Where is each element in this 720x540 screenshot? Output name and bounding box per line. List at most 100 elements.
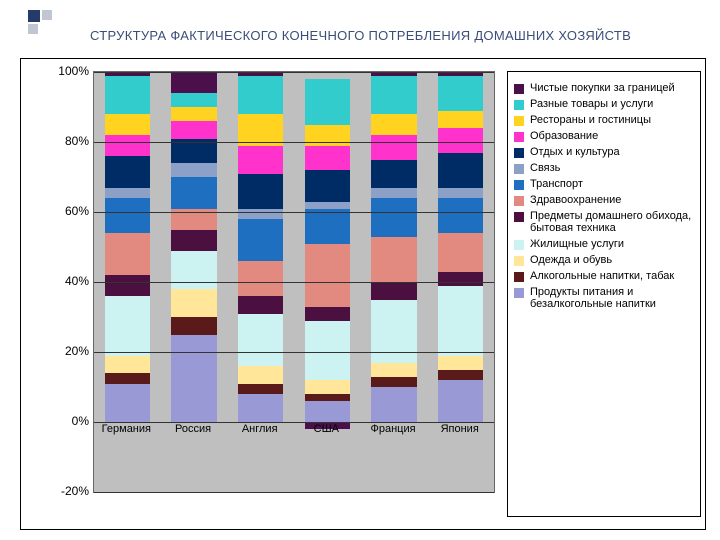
legend-item: Образование [514, 130, 694, 142]
bar-segment [238, 219, 283, 261]
legend-label: Предметы домашнего обихода, бытовая техн… [530, 210, 694, 234]
legend-label: Алкогольные напитки, табак [530, 270, 674, 282]
bar-segment [371, 282, 416, 300]
bar-segment [171, 317, 216, 335]
bar-segment [105, 296, 150, 356]
chart-container: ГерманияРоссияАнглияСШАФранцияЯпония Чис… [20, 58, 706, 530]
y-tick-label: 60% [41, 204, 89, 218]
bar-segment [238, 114, 283, 146]
bar-segment [438, 198, 483, 233]
legend-label: Отдых и культура [530, 146, 620, 158]
category-label: Франция [360, 423, 427, 435]
legend-label: Здравоохранение [530, 194, 621, 206]
bar-segment [305, 202, 350, 209]
category-label: Германия [93, 423, 160, 435]
legend-item: Отдых и культура [514, 146, 694, 158]
bar-segment [305, 170, 350, 202]
grid-line [94, 142, 494, 143]
category-labels: ГерманияРоссияАнглияСШАФранцияЯпония [93, 423, 493, 435]
bar-segment [305, 394, 350, 401]
legend-swatch [514, 132, 524, 142]
bar-segment [238, 174, 283, 209]
bar-segment [171, 289, 216, 317]
category-label: Англия [226, 423, 293, 435]
legend-swatch [514, 256, 524, 266]
bar-segment [238, 261, 283, 296]
bar-segment [171, 230, 216, 251]
y-tick-label: -20% [41, 484, 89, 498]
bar-segment [238, 146, 283, 174]
bar-segment [105, 233, 150, 275]
bar-segment [105, 114, 150, 135]
bar-segment [238, 366, 283, 384]
bar-segment [305, 244, 350, 307]
legend-item: Продукты питания и безалкогольные напитк… [514, 286, 694, 310]
slide: СТРУКТУРА ФАКТИЧЕСКОГО КОНЕЧНОГО ПОТРЕБЛ… [0, 0, 720, 540]
grid-line [94, 212, 494, 213]
category-label: США [293, 423, 360, 435]
legend-label: Одежда и обувь [530, 254, 612, 266]
bar-segment [238, 76, 283, 115]
legend-label: Образование [530, 130, 598, 142]
legend-swatch [514, 180, 524, 190]
legend-label: Рестораны и гостиницы [530, 114, 651, 126]
bar-segment [105, 356, 150, 374]
bar-segment [438, 286, 483, 356]
legend-item: Связь [514, 162, 694, 174]
bar-segment [438, 128, 483, 153]
grid-line [94, 282, 494, 283]
bar-segment [438, 272, 483, 286]
bar-segment [238, 209, 283, 220]
legend-swatch [514, 272, 524, 282]
bar-segment [171, 177, 216, 209]
bar-segment [238, 394, 283, 422]
bar-segment [438, 111, 483, 129]
legend-label: Разные товары и услуги [530, 98, 653, 110]
y-tick-label: 0% [41, 414, 89, 428]
bar-segment [171, 335, 216, 423]
y-tick-label: 40% [41, 274, 89, 288]
bar-segment [105, 188, 150, 199]
bar-segment [371, 377, 416, 388]
legend-swatch [514, 84, 524, 94]
bar-segment [305, 380, 350, 394]
legend-swatch [514, 164, 524, 174]
bar-segment [171, 121, 216, 139]
legend-item: Здравоохранение [514, 194, 694, 206]
bar-segment [238, 296, 283, 314]
slide-title: СТРУКТУРА ФАКТИЧЕСКОГО КОНЕЧНОГО ПОТРЕБЛ… [90, 28, 700, 43]
bar-segment [171, 163, 216, 177]
accent-squares [28, 10, 52, 34]
legend-label: Связь [530, 162, 560, 174]
legend-swatch [514, 196, 524, 206]
bar-segment [171, 251, 216, 290]
legend-item: Чистые покупки за границей [514, 82, 694, 94]
bar-segment [305, 146, 350, 171]
grid-line [94, 492, 494, 493]
legend-label: Продукты питания и безалкогольные напитк… [530, 286, 694, 310]
bar-segment [171, 107, 216, 121]
legend-item: Одежда и обувь [514, 254, 694, 266]
legend-swatch [514, 212, 524, 222]
legend-label: Транспорт [530, 178, 583, 190]
legend-swatch [514, 116, 524, 126]
legend-label: Жилищные услуги [530, 238, 624, 250]
y-tick-label: 80% [41, 134, 89, 148]
legend-swatch [514, 240, 524, 250]
bar-segment [305, 209, 350, 244]
legend-item: Предметы домашнего обихода, бытовая техн… [514, 210, 694, 234]
bar-segment [105, 373, 150, 384]
grid-line [94, 72, 494, 73]
legend-swatch [514, 148, 524, 158]
bar-segment [371, 237, 416, 283]
bar-segment [438, 380, 483, 422]
bar-segment [438, 370, 483, 381]
bar-segment [305, 321, 350, 381]
legend-item: Рестораны и гостиницы [514, 114, 694, 126]
bar-segment [105, 135, 150, 156]
bar-segment [371, 76, 416, 115]
bar-segment [371, 387, 416, 422]
bar-segment [105, 198, 150, 233]
bar-segment [305, 401, 350, 422]
bar-segment [371, 300, 416, 363]
